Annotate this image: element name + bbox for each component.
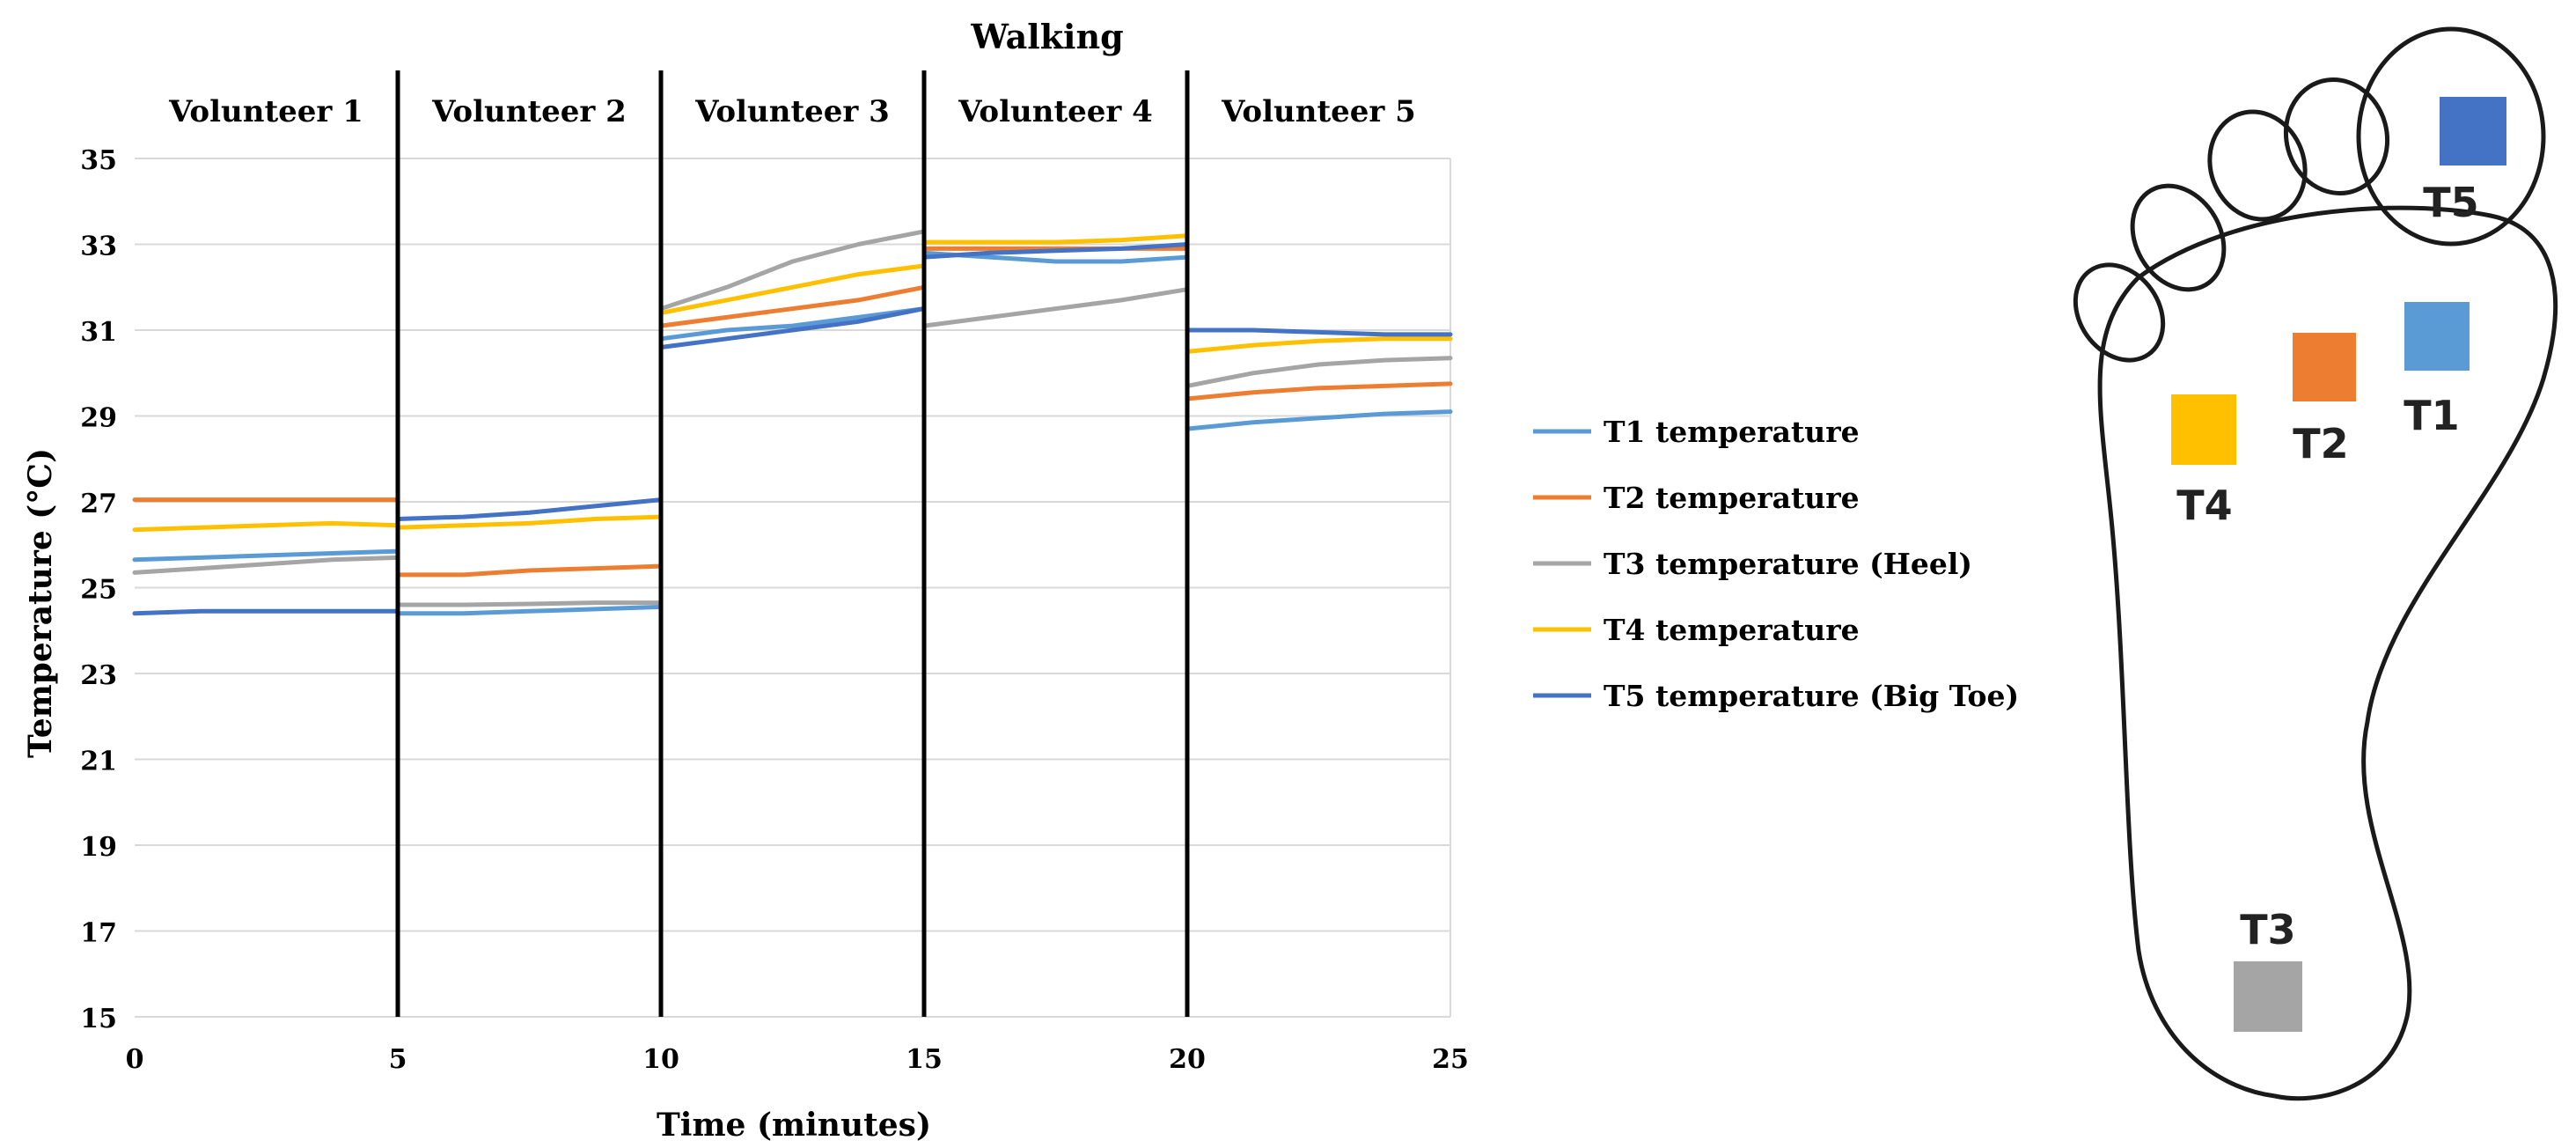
sensor-t3-label: T3 (2240, 906, 2295, 953)
x-tick-label: 0 (126, 1044, 144, 1075)
y-tick-label: 15 (80, 1004, 117, 1034)
series-line-5-segment-5 (1185, 327, 1453, 337)
series-line-5-segment-4 (921, 242, 1190, 260)
y-tick-label: 29 (80, 403, 117, 434)
x-axis-ticks: 0 5 10 15 20 25 (126, 1044, 1469, 1075)
third-toe-outline (2207, 109, 2308, 222)
y-tick-label: 27 (80, 489, 117, 519)
x-tick-label: 20 (1169, 1044, 1206, 1075)
sensor-t2-label: T2 (2293, 420, 2348, 467)
volunteer-label: Volunteer 4 (958, 94, 1153, 129)
sensor-t1: T1 (2404, 302, 2470, 439)
sensor-t4: T4 (2171, 394, 2236, 529)
x-tick-label: 10 (642, 1044, 679, 1075)
series-line-2-segment-5 (1185, 381, 1453, 401)
foot-sole-outline (2097, 205, 2558, 1101)
x-tick-label: 25 (1432, 1044, 1469, 1075)
legend-label: T3 temperature (Heel) (1604, 547, 1972, 581)
x-tick-label: 5 (389, 1044, 407, 1075)
series-line-1-segment-2 (395, 604, 664, 616)
sensor-t5-label: T5 (2423, 179, 2478, 226)
foot-sensor-diagram: T5 T1 T2 T4 T3 (2073, 26, 2558, 1101)
sensor-t3-marker (2234, 961, 2302, 1032)
volunteer-label: Volunteer 2 (431, 94, 627, 129)
sensor-t1-label: T1 (2404, 392, 2459, 439)
series-line-4-segment-4 (921, 233, 1190, 245)
series-line-4-segment-3 (658, 263, 927, 315)
little-toe-outline (2073, 262, 2166, 363)
sensor-t5: T5 (2423, 97, 2506, 226)
series-line-3-segment-5 (1185, 356, 1453, 388)
y-tick-label: 19 (80, 832, 117, 863)
legend-label: T1 temperature (1604, 415, 1860, 449)
sensor-t5-marker (2440, 97, 2506, 166)
y-axis-label: Temperature (°C) (22, 448, 59, 758)
big-toe-outline (2356, 26, 2546, 247)
sensor-t4-label: T4 (2176, 482, 2232, 529)
series-line-2-segment-3 (658, 284, 927, 328)
y-axis-ticks: 15 17 19 21 23 25 27 29 31 33 35 (80, 145, 117, 1034)
volunteer-separators (395, 70, 1190, 1017)
series-line-5-segment-2 (395, 497, 664, 521)
volunteer-label: Volunteer 5 (1221, 94, 1416, 129)
series-line-1-segment-5 (1185, 409, 1453, 431)
y-tick-label: 17 (80, 918, 117, 949)
series-line-1-segment-3 (658, 306, 927, 342)
legend-label: T4 temperature (1604, 613, 1860, 647)
sensor-t2-marker (2293, 333, 2356, 401)
volunteer-label: Volunteer 3 (694, 94, 890, 129)
series-line-3-segment-3 (658, 229, 927, 312)
y-tick-label: 35 (80, 145, 117, 176)
temperature-line-chart: Walking Volunteer 1 Volunteer 2 Volunteer … (22, 17, 1469, 1144)
y-tick-label: 33 (80, 232, 117, 262)
y-tick-label: 25 (80, 575, 117, 606)
x-tick-label: 15 (906, 1044, 943, 1075)
series-line-5-segment-1 (132, 608, 400, 616)
sensor-t1-marker (2404, 302, 2470, 371)
y-tick-label: 21 (80, 747, 117, 777)
series-line-4-segment-1 (132, 520, 400, 533)
series-line-5-segment-3 (658, 306, 927, 350)
y-tick-label: 23 (80, 660, 117, 691)
series-line-2-segment-2 (395, 563, 664, 578)
sensor-t4-marker (2171, 394, 2236, 465)
legend-label: T2 temperature (1604, 481, 1860, 515)
series-line-3-segment-1 (132, 555, 400, 575)
fourth-toe-outline (2130, 183, 2227, 292)
series-lines (132, 229, 1453, 616)
series-line-3-segment-4 (921, 287, 1190, 328)
second-toe-outline (2283, 77, 2390, 195)
series-line-3-segment-2 (395, 600, 664, 607)
chart-legend: T1 temperature T2 temperature T3 temperatu… (1533, 415, 2019, 713)
y-tick-label: 31 (80, 317, 117, 348)
legend-label: T5 temperature (Big Toe) (1604, 679, 2019, 713)
series-line-4-segment-2 (395, 514, 664, 530)
volunteer-label: Volunteer 1 (168, 94, 363, 129)
sensor-t2: T2 (2293, 333, 2356, 467)
series-line-1-segment-1 (132, 548, 400, 563)
chart-title: Walking (970, 17, 1123, 56)
x-axis-label: Time (minutes) (657, 1107, 931, 1144)
volunteer-labels: Volunteer 1 Volunteer 2 Volunteer 3 Volunte… (168, 94, 1416, 129)
sensor-t3: T3 (2234, 906, 2302, 1032)
series-line-4-segment-5 (1185, 336, 1453, 354)
